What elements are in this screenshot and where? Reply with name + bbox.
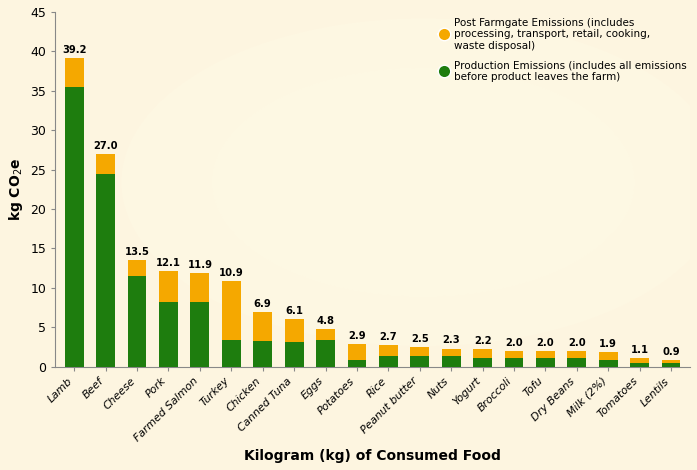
Bar (253, 341, 272, 367)
Text: 11.9: 11.9 (187, 260, 213, 270)
Text: 39.2: 39.2 (62, 45, 86, 55)
Text: 0.9: 0.9 (662, 346, 680, 357)
Bar (284, 319, 303, 342)
Bar (661, 360, 680, 363)
Bar (379, 345, 398, 356)
Text: 6.9: 6.9 (254, 299, 272, 309)
Bar (128, 260, 146, 276)
Bar (536, 358, 555, 367)
Text: 1.9: 1.9 (599, 338, 617, 349)
Bar (348, 360, 367, 367)
Text: 6.1: 6.1 (285, 306, 303, 315)
Bar (65, 58, 84, 87)
Text: 2.3: 2.3 (443, 336, 460, 345)
Bar (190, 273, 209, 302)
Text: 2.2: 2.2 (474, 336, 491, 346)
Bar (379, 356, 398, 367)
Ellipse shape (213, 68, 634, 297)
Bar (567, 358, 586, 367)
Text: 2.0: 2.0 (537, 338, 554, 348)
Bar (253, 313, 272, 341)
Ellipse shape (122, 19, 697, 345)
Bar (190, 302, 209, 367)
Bar (661, 363, 680, 367)
Bar (348, 344, 367, 360)
Text: 2.5: 2.5 (411, 334, 429, 344)
Bar (222, 340, 240, 367)
Bar (159, 271, 178, 302)
Bar (536, 351, 555, 358)
Ellipse shape (302, 117, 544, 248)
Text: 2.0: 2.0 (568, 338, 585, 348)
Text: 2.7: 2.7 (380, 332, 397, 342)
Bar (630, 363, 649, 367)
Y-axis label: kg CO$_2$e: kg CO$_2$e (7, 157, 25, 221)
Bar (599, 352, 618, 360)
Text: 4.8: 4.8 (316, 316, 335, 326)
Text: 1.1: 1.1 (631, 345, 649, 355)
Bar (284, 342, 303, 367)
Bar (567, 351, 586, 358)
Bar (65, 87, 84, 367)
Text: 2.0: 2.0 (505, 338, 523, 348)
Bar (505, 358, 523, 367)
Bar (128, 276, 146, 367)
Bar (630, 358, 649, 363)
Bar (599, 360, 618, 367)
Bar (442, 349, 461, 356)
Text: 13.5: 13.5 (125, 247, 149, 257)
Bar (159, 302, 178, 367)
Bar (505, 351, 523, 358)
Bar (316, 340, 335, 367)
Bar (473, 358, 492, 367)
Bar (222, 281, 240, 340)
Bar (96, 173, 115, 367)
Legend: Post Farmgate Emissions (includes
processing, transport, retail, cooking,
waste : Post Farmgate Emissions (includes proces… (434, 14, 691, 86)
Bar (442, 356, 461, 367)
Bar (316, 329, 335, 340)
Text: 2.9: 2.9 (348, 331, 366, 341)
Text: 27.0: 27.0 (93, 141, 118, 151)
Text: 12.1: 12.1 (156, 258, 181, 268)
Bar (96, 154, 115, 173)
Text: 10.9: 10.9 (219, 268, 244, 278)
Bar (411, 356, 429, 367)
Bar (473, 349, 492, 358)
X-axis label: Kilogram (kg) of Consumed Food: Kilogram (kg) of Consumed Food (244, 449, 501, 463)
Bar (411, 347, 429, 356)
